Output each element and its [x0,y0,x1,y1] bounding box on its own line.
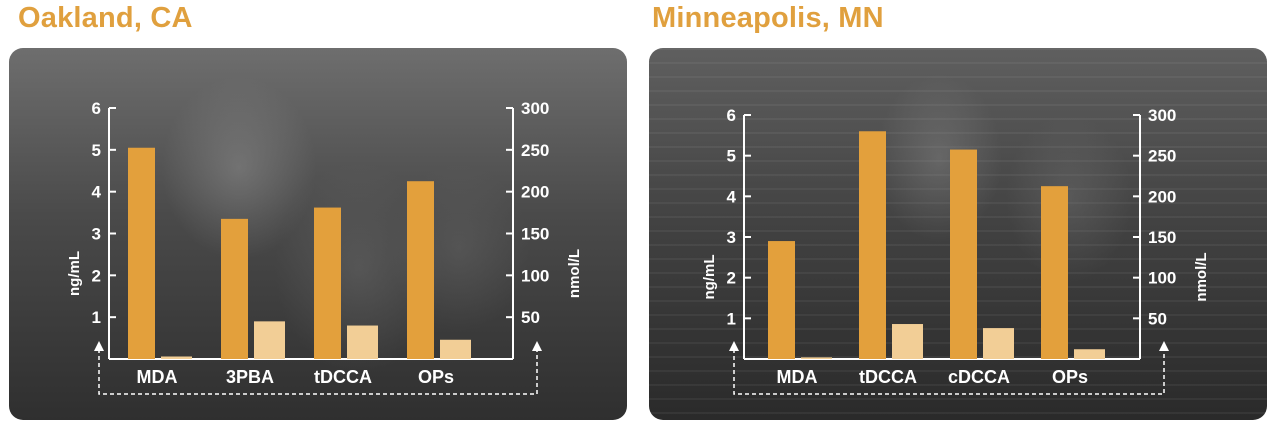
left-tick-label: 6 [727,106,736,125]
axis-connector-dashed [98,349,538,395]
right-tick-label: 250 [1148,147,1176,166]
right-tick-label: 300 [521,99,549,118]
right-tick-label: 200 [521,183,549,202]
bar-chart-oakland: 1 2 3 4 5 6 50 100 150 200 250 300 ng/mL nmol/L MDA 3PB… [66,99,583,395]
category-label: MDA [777,367,818,387]
left-tick-label: 1 [92,308,101,327]
left-axis-label: ng/mL [66,251,83,296]
left-axis-label: ng/mL [701,255,718,300]
arrow-up-left-icon [729,341,739,351]
left-tick-label: 3 [92,225,101,244]
right-tick-label: 100 [1148,269,1176,288]
bar-ng-mda [768,241,795,359]
category-label: 3PBA [226,367,274,387]
bar-nmol-tdcca [347,325,378,359]
bar-chart-minneapolis: 1 2 3 4 5 6 50 100 150 200 250 300 ng/mL nmol/L MDA tDC… [701,106,1210,395]
chart-title-oakland: Oakland, CA [18,2,193,34]
category-label: tDCCA [859,367,917,387]
right-tick-label: 50 [521,308,540,327]
bar-ng-tdcca [314,207,341,359]
left-tick-label: 2 [92,266,101,285]
bar-ng-3pba [221,218,248,359]
category-label: OPs [418,367,454,387]
bar-nmol-ops [440,339,471,359]
bar-nmol-3pba [254,321,285,359]
left-tick-label: 1 [727,309,736,328]
photo-panel-minneapolis: 1 2 3 4 5 6 50 100 150 200 250 300 ng/mL nmol/L MDA tDC… [649,48,1267,420]
left-tick-label: 5 [92,141,101,160]
bar-ng-tdcca [859,131,886,359]
bar-nmol-mda [161,356,192,359]
category-label: OPs [1052,367,1088,387]
left-tick-label: 5 [727,147,736,166]
right-axis-label: nmol/L [1193,252,1210,301]
axis-connector-dashed [733,349,1165,395]
right-axis-label: nmol/L [566,249,583,298]
photo-panel-oakland: 1 2 3 4 5 6 50 100 150 200 250 300 ng/mL nmol/L MDA 3PB… [9,48,627,420]
category-label: tDCCA [314,367,372,387]
bar-ng-mda [128,147,155,359]
bar-ng-ops [1041,186,1068,359]
category-label: MDA [137,367,178,387]
arrow-up-left-icon [94,341,104,351]
left-tick-label: 6 [92,99,101,118]
right-tick-label: 300 [1148,106,1176,125]
category-label: cDCCA [948,367,1010,387]
chart-title-minneapolis: Minneapolis, MN [652,2,884,34]
arrow-up-right-icon [1159,341,1169,351]
right-tick-label: 250 [521,141,549,160]
left-tick-label: 2 [727,269,736,288]
right-tick-label: 100 [521,266,549,285]
right-tick-label: 150 [521,225,549,244]
left-tick-label: 4 [92,183,102,202]
bar-ng-cdcca [950,149,977,359]
bar-nmol-tdcca [892,324,923,359]
right-tick-label: 50 [1148,309,1167,328]
right-tick-label: 200 [1148,187,1176,206]
bar-nmol-mda [801,357,832,359]
bar-ng-ops [407,181,434,359]
right-tick-label: 150 [1148,228,1176,247]
left-tick-label: 3 [727,228,736,247]
left-tick-label: 4 [727,187,737,206]
bar-nmol-cdcca [983,328,1014,359]
arrow-up-right-icon [532,341,542,351]
bar-nmol-ops [1074,349,1105,359]
